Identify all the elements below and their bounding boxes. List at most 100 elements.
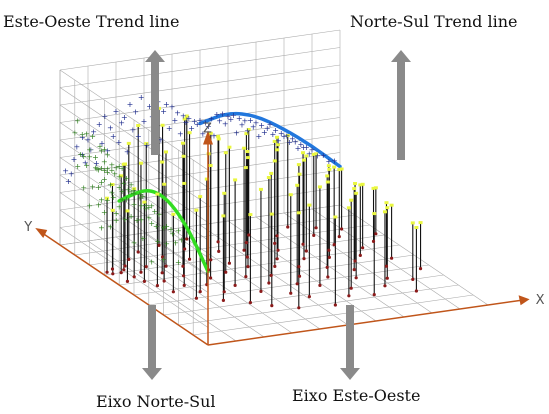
scatter-points: ++++++++++++++++++++++++++++++++++++++++… <box>62 93 423 310</box>
ew-projected-point: + <box>110 193 117 202</box>
ns-projected-point: + <box>239 121 246 130</box>
sample-top-marker <box>181 154 186 158</box>
sample-base-point <box>157 243 161 247</box>
sample-top-marker <box>242 146 247 150</box>
sample-top-marker <box>297 172 302 176</box>
sample-base-point <box>332 243 336 247</box>
ns-projected-point: + <box>264 124 271 133</box>
ew-projected-point: + <box>74 117 81 126</box>
ns-projected-point: + <box>216 117 223 126</box>
ew-projected-point: + <box>89 183 96 192</box>
ew-projected-point: + <box>98 164 105 173</box>
trend-line-ew <box>117 188 210 274</box>
sample-top-marker <box>266 176 271 179</box>
sample-top-marker <box>258 187 263 191</box>
ns-projected-point: + <box>219 109 226 118</box>
sample-top-marker <box>385 206 390 210</box>
ew-projected-point: + <box>95 183 102 192</box>
ns-projected-point: + <box>113 107 120 116</box>
ns-projected-point: + <box>79 133 86 142</box>
ew-projected-point: + <box>101 175 108 184</box>
sample-top-marker <box>160 160 165 164</box>
sample-top-marker <box>119 174 124 178</box>
sample-base-point <box>372 293 376 297</box>
grid-line-wall <box>59 99 341 141</box>
ew-projected-point: + <box>169 230 176 239</box>
sample-top-marker <box>216 137 221 141</box>
sample-top-marker <box>182 117 187 121</box>
ns-projected-point: + <box>185 114 192 123</box>
sample-top-marker <box>352 187 357 191</box>
sample-base-point <box>160 271 164 275</box>
ew-projected-point: + <box>142 201 149 210</box>
sample-base-point <box>384 264 389 268</box>
sample-base-point <box>414 289 418 293</box>
ew-projected-point: + <box>156 210 163 219</box>
sample-base-point <box>125 279 130 283</box>
ns-projected-point: + <box>135 132 142 141</box>
sample-base-point <box>217 249 221 253</box>
ns-projected-point: + <box>292 137 299 146</box>
stems <box>106 108 422 308</box>
ew-projected-point: + <box>138 202 145 211</box>
ew-projected-point: + <box>122 215 129 224</box>
ew-projected-point: + <box>172 239 179 248</box>
ew-projected-point: + <box>108 189 115 198</box>
ns-projected-point: + <box>166 124 173 133</box>
sample-top-marker <box>160 123 165 127</box>
ns-projected-point: + <box>183 118 190 127</box>
sample-base-point <box>139 270 143 274</box>
sample-top-marker <box>311 152 316 156</box>
ew-projected-point: + <box>74 162 81 171</box>
ew-projected-point: + <box>154 237 161 246</box>
ns-projected-point: + <box>163 100 170 109</box>
sample-base-point <box>353 259 357 263</box>
ew-projected-point: + <box>128 188 135 197</box>
ew-projected-point: + <box>107 181 114 190</box>
grid-line-floor <box>104 234 385 276</box>
sample-base-point <box>270 304 274 308</box>
ew-projected-point: + <box>86 153 93 162</box>
sample-top-marker <box>164 150 168 154</box>
ns-projected-point: + <box>73 142 80 151</box>
arrow-up-ew-head <box>145 50 165 62</box>
ew-projected-point: + <box>178 236 185 245</box>
sample-base-point <box>297 274 302 278</box>
ns-projected-point: + <box>283 132 290 141</box>
sample-top-marker <box>382 210 387 214</box>
ns-projected-point: + <box>101 112 108 121</box>
ew-projected-point: + <box>137 190 144 199</box>
ns-projected-point: + <box>191 117 198 126</box>
ns-projected-point: + <box>127 100 134 109</box>
sample-base-point <box>171 290 175 294</box>
ns-projected-point: + <box>90 128 97 137</box>
ns-projected-point: + <box>62 167 69 176</box>
sample-top-marker <box>246 128 251 131</box>
arrow-up-ns-head <box>391 50 411 62</box>
sample-top-marker <box>275 148 280 152</box>
ns-projected-point: + <box>146 102 153 111</box>
ew-projected-point: + <box>83 130 90 139</box>
sample-top-marker <box>126 141 131 145</box>
sample-top-marker <box>384 201 389 205</box>
trend-lines <box>117 111 342 274</box>
ns-projected-point: + <box>205 122 212 131</box>
sample-base-point <box>312 233 316 237</box>
ns-projected-point: + <box>303 143 310 152</box>
sample-base-point <box>314 226 318 230</box>
grid-line-wall <box>59 117 341 158</box>
ew-projected-point: + <box>134 216 141 225</box>
ew-projected-point: + <box>95 201 102 210</box>
sample-base-point <box>349 286 353 290</box>
ew-projected-point: + <box>160 255 167 264</box>
grid-line-floor <box>255 216 405 318</box>
sample-base-point <box>352 268 356 272</box>
sample-base-point <box>286 225 290 229</box>
sample-top-marker <box>418 221 423 225</box>
sample-top-marker <box>325 180 330 184</box>
sample-base-point <box>297 306 301 310</box>
grid-line-wall <box>59 29 341 71</box>
ns-projected-point: + <box>325 157 332 166</box>
sample-top-marker <box>276 143 280 147</box>
sample-base-point <box>222 290 226 294</box>
